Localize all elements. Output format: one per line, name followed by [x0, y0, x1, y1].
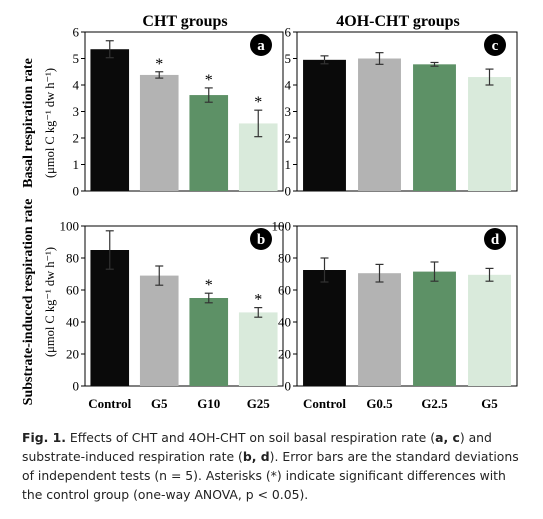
- panel-badge: [250, 228, 272, 250]
- y-tick-label: 0: [73, 379, 80, 394]
- caption-text-1: Effects of CHT and 4OH-CHT on soil basal…: [65, 430, 436, 445]
- bar-c-1: [303, 59, 346, 192]
- plot-frame: [296, 225, 518, 387]
- caption-text-3: ). Error bars are the standard deviation…: [22, 449, 519, 502]
- y-tick-label: 2: [73, 131, 80, 146]
- y-tick-label: 60: [66, 283, 79, 298]
- y-tick-label: 2: [285, 131, 292, 146]
- group-title-4oh-cht: 4OH-CHT groups: [336, 13, 459, 30]
- panel-letter: a: [257, 38, 265, 54]
- y-axis-label-top: Basal respiration rate (μmol C kg⁻¹ dw h…: [21, 58, 57, 188]
- significance-asterisk: *: [254, 292, 262, 309]
- y-tick-label: 0: [285, 184, 292, 199]
- panels: 0 1 2 3 4 5 6 * * * a 0 1 2 3 4 5 6 c 0 20 40 60 80 100 Control G5…: [60, 25, 518, 411]
- row-label-bottom: Substrate-induced respiration rate: [21, 199, 36, 406]
- caption-bd: b, d: [242, 449, 270, 464]
- unit-label-top: (μmol C kg⁻¹ dw h⁻¹): [43, 68, 57, 178]
- y-tick-label: 5: [73, 51, 80, 66]
- figure-caption: Fig. 1. Effects of CHT and 4OH-CHT on so…: [22, 428, 527, 504]
- unit-label-bottom: (μmol C kg⁻¹ dw h⁻¹): [43, 247, 57, 357]
- y-tick-label: 60: [278, 283, 291, 298]
- y-tick-label: 6: [73, 25, 80, 40]
- caption-fig-label: Fig. 1.: [22, 430, 66, 445]
- y-tick-label: 0: [285, 379, 292, 394]
- y-tick-label: 20: [66, 347, 79, 362]
- significance-asterisk: *: [155, 56, 163, 73]
- bar-b-4: [238, 312, 278, 386]
- x-tick-label: Control: [88, 396, 131, 411]
- bar-d-3: [413, 271, 456, 386]
- y-tick-label: 100: [60, 219, 80, 234]
- y-tick-label: 3: [73, 104, 80, 119]
- y-tick-label: 40: [278, 315, 291, 330]
- panel-badge: [250, 34, 272, 56]
- bar-c-4: [468, 77, 511, 191]
- bar-a-2: [139, 74, 179, 191]
- panel-letter: b: [257, 232, 265, 248]
- y-tick-label: 6: [285, 25, 292, 40]
- panel-letter: c: [492, 38, 499, 54]
- panel-a: 0 1 2 3 4 5 6 * * * a: [73, 25, 284, 199]
- x-tick-label: Control: [303, 396, 346, 411]
- y-tick-label: 1: [73, 157, 80, 172]
- bar-a-1: [90, 49, 130, 191]
- panel-c: 0 1 2 3 4 5 6 c: [285, 25, 518, 199]
- x-tick-label: G25: [247, 396, 271, 411]
- x-tick-label: G10: [197, 396, 220, 411]
- bar-d-2: [358, 273, 401, 386]
- significance-asterisk: *: [254, 94, 262, 111]
- group-title-cht: CHT groups: [142, 13, 227, 30]
- bar-d-4: [468, 274, 511, 386]
- bar-d-1: [303, 270, 346, 386]
- significance-asterisk: *: [205, 277, 213, 294]
- panel-badge: [484, 228, 506, 250]
- y-tick-label: 80: [278, 251, 291, 266]
- y-tick-label: 80: [66, 251, 79, 266]
- x-tick-label: G2.5: [421, 396, 448, 411]
- y-tick-label: 4: [285, 78, 292, 93]
- y-tick-label: 100: [272, 219, 292, 234]
- caption-text-2: ) and substrate-induced respiration rate…: [22, 430, 492, 464]
- y-tick-label: 3: [285, 104, 292, 119]
- y-tick-label: 40: [66, 315, 79, 330]
- y-tick-label: 1: [285, 157, 292, 172]
- bar-b-1: [90, 250, 130, 386]
- bar-a-3: [189, 95, 229, 191]
- significance-asterisk: *: [205, 72, 213, 89]
- y-tick-label: 20: [278, 347, 291, 362]
- x-tick-label: G5: [151, 396, 168, 411]
- bar-b-3: [189, 298, 229, 386]
- x-tick-label: G0.5: [366, 396, 393, 411]
- y-tick-label: 0: [73, 184, 80, 199]
- panel-letter: d: [491, 232, 500, 248]
- y-axis-label-bottom: Substrate-induced respiration rate (μmol…: [21, 199, 57, 406]
- y-tick-label: 4: [73, 78, 80, 93]
- bar-c-3: [413, 64, 456, 191]
- caption-ac: a, c: [435, 430, 460, 445]
- panel-b: 0 20 40 60 80 100 Control G5 * G10 * G25 b: [60, 219, 284, 411]
- x-tick-label: G5: [481, 396, 498, 411]
- y-tick-label: 5: [285, 51, 292, 66]
- figure: CHT groups 4OH-CHT groups Basal respirat…: [21, 13, 518, 411]
- row-label-top: Basal respiration rate: [21, 58, 36, 188]
- bar-b-2: [139, 275, 179, 386]
- plot-frame: [84, 225, 284, 387]
- panel-d: 0 20 40 60 80 100 Control G0.5 G2.5 G5 d: [272, 219, 518, 411]
- bar-c-2: [358, 58, 401, 191]
- panel-badge: [484, 34, 506, 56]
